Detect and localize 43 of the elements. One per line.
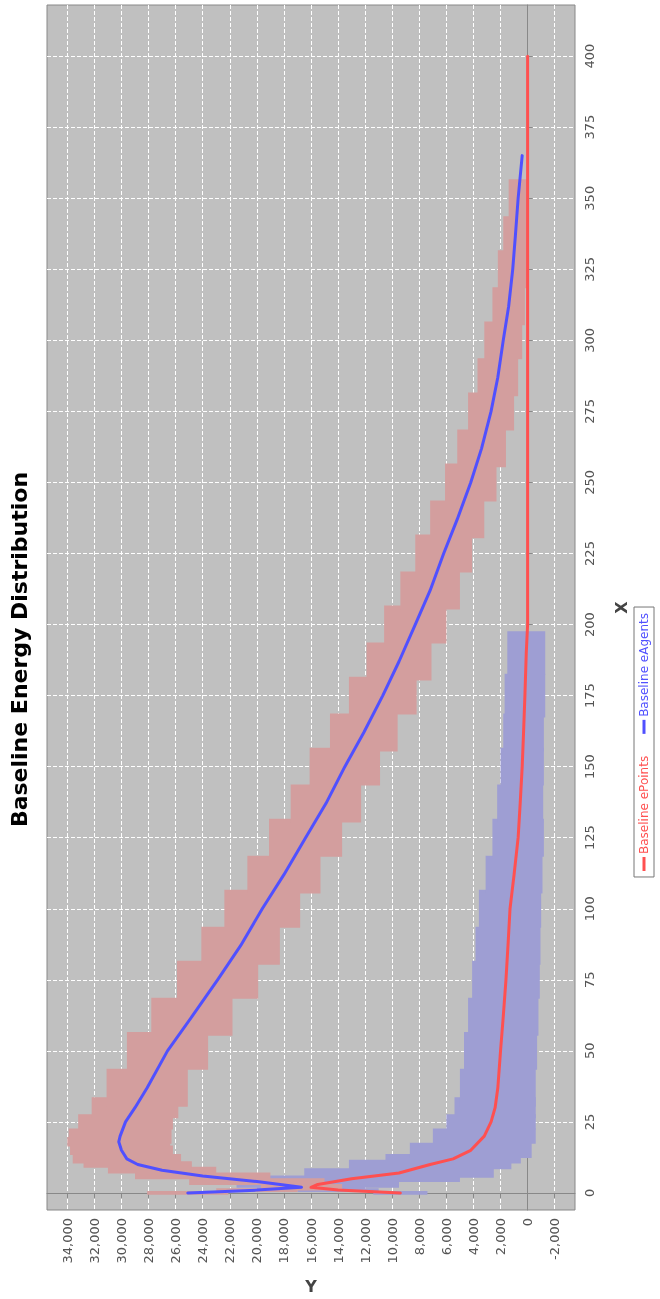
y-tick-label: 0 (582, 1188, 597, 1198)
y-tick-label: 175 (582, 683, 597, 709)
x-tick-label: 8,000 (411, 1218, 427, 1256)
x-tick-label: 2,000 (493, 1218, 509, 1256)
x-tick-label: 0 (520, 1218, 536, 1227)
x-axis-title: Y (304, 1276, 318, 1296)
text: Baseline Energy Distribution (6, 471, 32, 828)
y-tick-label: 150 (582, 754, 597, 780)
y-axis-title: X (611, 600, 631, 614)
y-tick-label: 125 (582, 825, 597, 851)
line-series (117, 154, 524, 1195)
x-tick-label: 4,000 (465, 1218, 481, 1256)
y-tick-label: 75 (582, 971, 597, 989)
y-tick-label: 225 (582, 541, 597, 566)
x-tick-label: 16,000 (303, 1218, 319, 1264)
x-tick-label: 20,000 (249, 1218, 265, 1264)
x-tick-label: -2,000 (547, 1218, 563, 1260)
y-tick-label: 350 (582, 185, 597, 211)
x-tick-label: 28,000 (141, 1218, 157, 1264)
x-tick-label: 32,000 (86, 1218, 102, 1264)
text: Baseline ePoints (637, 755, 651, 854)
y-tick-label: 100 (582, 896, 597, 922)
y-tick-label: 325 (582, 256, 597, 282)
x-tick-label: 6,000 (438, 1218, 454, 1256)
y-tick-label: 300 (582, 327, 597, 353)
x-tick-label: 12,000 (357, 1218, 373, 1264)
x-tick-label: 34,000 (59, 1218, 75, 1264)
y-tick-label: 200 (582, 612, 597, 637)
text: Baseline eAgents (637, 613, 651, 717)
y-tick-label: 400 (582, 43, 597, 69)
x-tick-label: 22,000 (222, 1218, 238, 1264)
y-tick-label: 250 (582, 470, 597, 495)
x-tick-label: 18,000 (276, 1218, 292, 1264)
x-tick-label: 10,000 (384, 1218, 400, 1264)
y-tick-label: 50 (582, 1042, 597, 1060)
x-tick-label: 26,000 (168, 1218, 184, 1264)
line-series (309, 54, 530, 1195)
y-tick-label: 275 (582, 398, 597, 424)
y-tick-label: 375 (582, 114, 597, 140)
x-tick-label: 30,000 (113, 1218, 129, 1264)
x-tick-label: 14,000 (330, 1218, 346, 1264)
x-tick-label: 24,000 (195, 1218, 211, 1264)
y-tick-label: 25 (582, 1113, 597, 1131)
